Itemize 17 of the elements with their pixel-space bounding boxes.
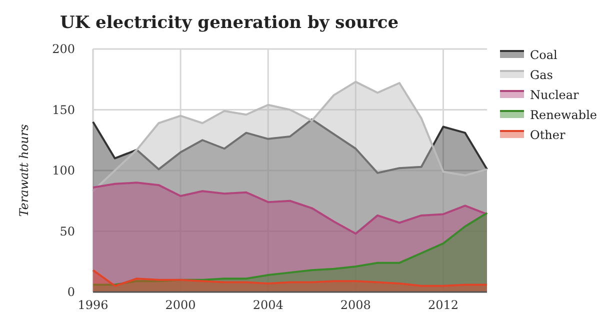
y-tick-label: 50 — [60, 224, 75, 238]
y-axis-title: Terawatt hours — [17, 124, 31, 217]
x-tick-label: 2000 — [165, 298, 196, 312]
x-tick-label: 2012 — [428, 298, 458, 312]
legend-label: Gas — [530, 68, 553, 82]
x-tick-label: 1996 — [78, 298, 108, 312]
legend-label: Coal — [530, 48, 558, 62]
y-tick-label: 0 — [67, 285, 75, 300]
legend-label: Nuclear — [530, 88, 580, 102]
chart-title: UK electricity generation by source — [60, 13, 399, 33]
y-tick-label: 200 — [52, 42, 75, 56]
y-tick-label: 150 — [52, 102, 75, 117]
legend-label: Other — [530, 128, 566, 142]
x-tick-label: 2008 — [340, 298, 371, 312]
y-tick-label: 100 — [52, 164, 75, 178]
x-tick-label: 2004 — [252, 298, 284, 312]
legend-label: Renewable — [530, 108, 598, 122]
